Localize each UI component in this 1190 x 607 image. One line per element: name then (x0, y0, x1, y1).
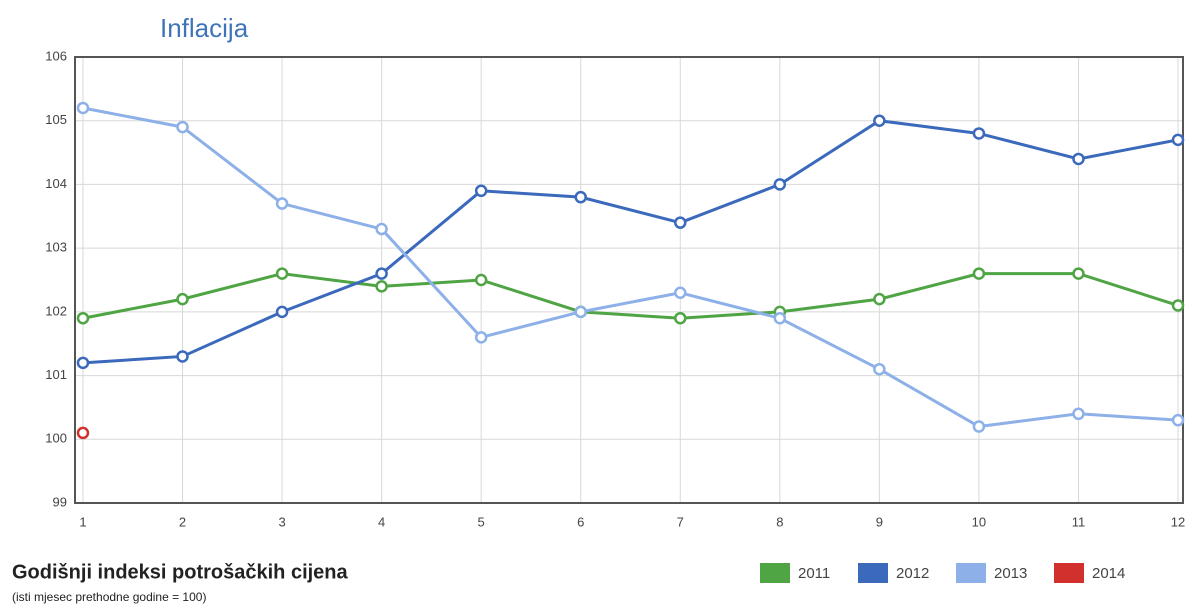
note: (isti mjesec prethodne godine = 100) (12, 590, 206, 604)
point-marker (674, 311, 687, 325)
point-marker (972, 420, 986, 433)
point-marker (1072, 152, 1085, 166)
x-tick-label: 8 (776, 514, 783, 529)
point-marker (873, 114, 886, 127)
point-marker (474, 184, 488, 198)
x-tick-label: 4 (378, 514, 385, 529)
x-tick-label: 7 (677, 514, 684, 529)
series-line (82, 106, 1179, 429)
x-tick-label: 2 (179, 514, 186, 529)
point-marker (574, 305, 587, 319)
point-marker (773, 311, 787, 325)
point-marker (76, 311, 90, 325)
point-marker (176, 292, 189, 306)
x-tick-label: 3 (278, 514, 285, 529)
subtitle: Godišnji indeksi potrošačkih cijena (12, 561, 349, 583)
point-marker (375, 280, 388, 293)
point-marker (474, 331, 488, 344)
point-marker (674, 286, 687, 299)
y-tick-label: 103 (45, 240, 67, 255)
point-marker (375, 267, 388, 280)
point-marker (674, 216, 687, 229)
legend-swatch (1054, 563, 1084, 583)
x-tick-label: 6 (577, 514, 584, 529)
point-marker (76, 356, 90, 370)
chart-title: Inflacija (160, 13, 249, 43)
y-tick-label: 104 (45, 176, 67, 191)
x-tick-label: 11 (1072, 514, 1086, 529)
legend-label: 2014 (1092, 565, 1125, 582)
point-marker (972, 267, 986, 280)
legend-label: 2013 (994, 565, 1027, 582)
point-marker (474, 273, 488, 287)
point-marker (574, 190, 587, 204)
series-line (82, 272, 1179, 320)
legend-label: 2012 (896, 565, 929, 582)
point-marker (1171, 413, 1185, 427)
x-tick-label: 12 (1171, 514, 1185, 529)
point-marker (375, 222, 388, 236)
legend-swatch (858, 563, 888, 583)
point-marker (1072, 267, 1085, 280)
y-tick-label: 106 (45, 48, 67, 63)
x-tick-label: 5 (478, 514, 485, 529)
y-tick-label: 100 (45, 431, 67, 446)
point-marker (76, 101, 90, 115)
point-marker (1171, 299, 1185, 312)
point-marker (275, 267, 289, 280)
legend-label: 2011 (798, 565, 830, 582)
y-tick-label: 101 (45, 367, 67, 382)
y-tick-label: 105 (45, 112, 67, 127)
point-marker (275, 305, 289, 319)
series-line (82, 119, 1179, 365)
legend-swatch (760, 563, 790, 583)
point-marker (972, 127, 986, 140)
point-marker (773, 178, 787, 191)
y-tick-label: 102 (45, 303, 67, 318)
x-tick-label: 9 (876, 514, 883, 529)
point-marker (1072, 407, 1085, 421)
point-marker (275, 197, 289, 210)
legend-swatch (956, 563, 986, 583)
x-tick-label: 10 (972, 514, 986, 529)
x-tick-label: 1 (79, 514, 86, 529)
point-marker (176, 120, 189, 134)
point-marker (873, 362, 886, 376)
plot-frame (74, 56, 1184, 504)
point-marker (76, 426, 90, 440)
point-marker (176, 350, 189, 363)
y-tick-label: 99 (53, 494, 67, 509)
point-marker (1171, 133, 1185, 147)
point-marker (873, 292, 886, 306)
